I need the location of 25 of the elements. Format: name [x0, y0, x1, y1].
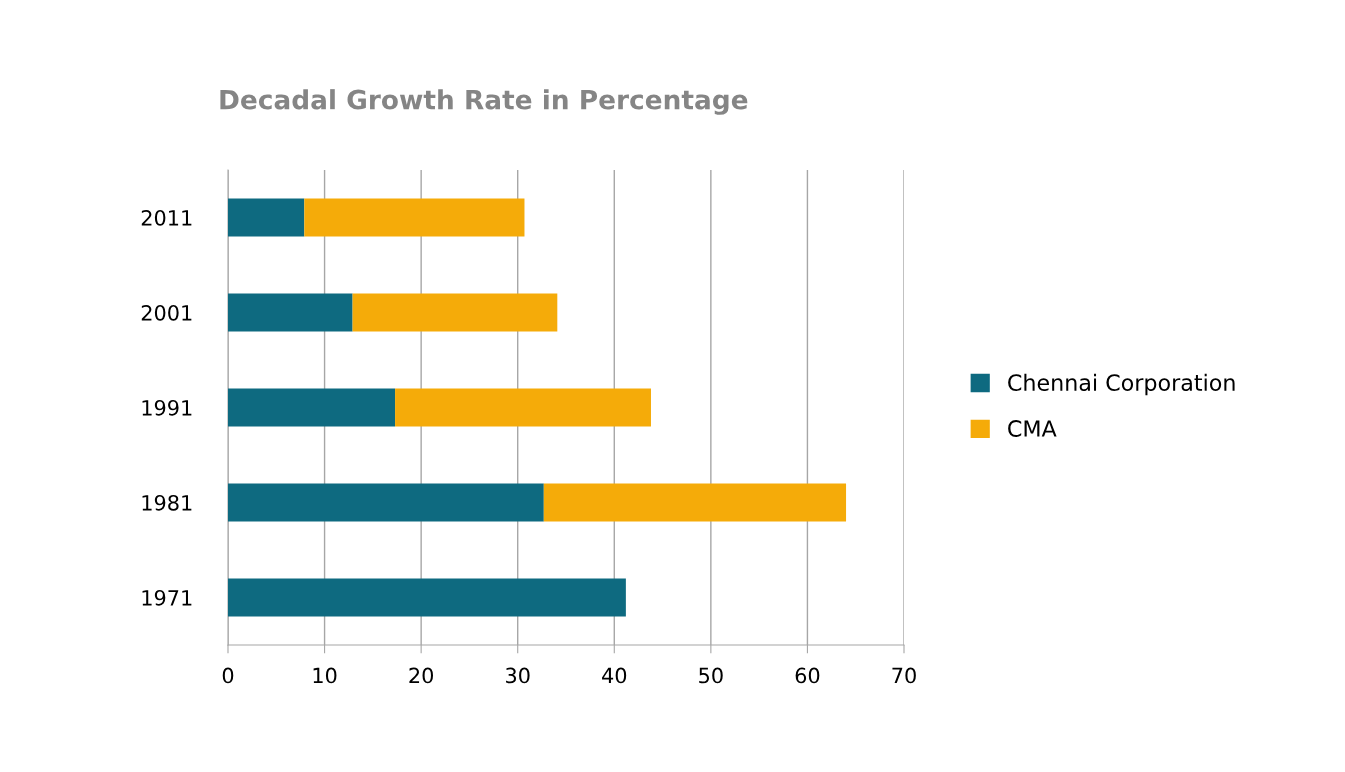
legend-label: Chennai Corporation	[1008, 373, 1235, 396]
legend-label: CMA	[1008, 420, 1057, 437]
x-tick-label: 20	[409, 667, 434, 684]
bar	[228, 198, 305, 237]
x-tick-label: 30	[506, 667, 530, 684]
x-tick-label: 50	[699, 667, 723, 684]
y-tick-label: 1991	[142, 399, 192, 416]
bar	[543, 483, 847, 522]
y-tick-label: 2001	[141, 304, 192, 321]
x-tick-label: 70	[892, 667, 916, 684]
bar	[228, 483, 544, 522]
x-tick-label: 10	[313, 667, 337, 684]
y-tick-label: 2011	[141, 209, 192, 226]
bar	[228, 388, 396, 427]
bar	[352, 293, 558, 332]
bar	[228, 293, 353, 332]
x-tick-label: 60	[795, 667, 820, 684]
y-tick-label: 1981	[142, 494, 192, 511]
bar	[395, 388, 651, 427]
bar	[228, 578, 626, 617]
y-tick-label: 1971	[142, 589, 192, 606]
bar	[304, 198, 525, 237]
x-tick-label: 40	[602, 667, 627, 684]
x-tick-label: 0	[222, 667, 234, 684]
chart-title: Decadal Growth Rate in Percentage	[220, 89, 748, 115]
